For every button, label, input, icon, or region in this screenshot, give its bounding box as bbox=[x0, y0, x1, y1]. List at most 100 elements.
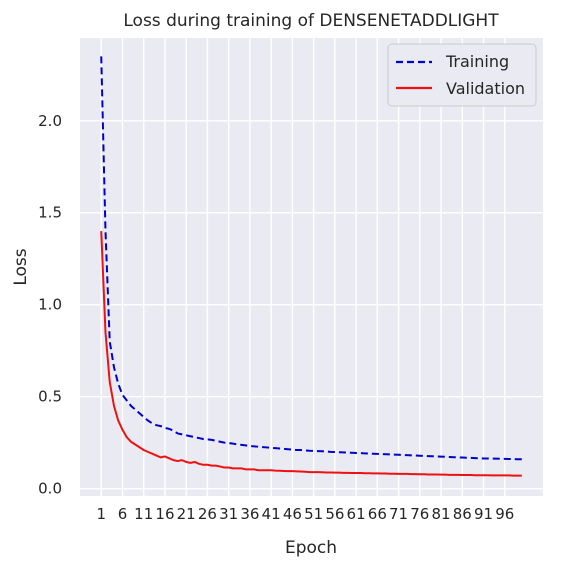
data-point bbox=[457, 456, 459, 458]
data-point bbox=[210, 464, 212, 466]
data-point bbox=[385, 472, 387, 474]
data-point bbox=[465, 474, 467, 476]
data-point bbox=[287, 470, 289, 472]
data-point bbox=[474, 474, 476, 476]
data-point bbox=[109, 381, 111, 383]
data-point bbox=[295, 449, 297, 451]
data-point bbox=[321, 471, 323, 473]
data-point bbox=[470, 474, 472, 476]
data-point bbox=[363, 472, 365, 474]
data-point bbox=[508, 474, 510, 476]
data-point bbox=[308, 450, 310, 452]
plot-background bbox=[80, 38, 543, 496]
data-point bbox=[198, 437, 200, 439]
data-point bbox=[393, 453, 395, 455]
data-point bbox=[181, 459, 183, 461]
data-point bbox=[359, 452, 361, 454]
x-tick-label: 71 bbox=[389, 505, 408, 523]
data-point bbox=[274, 447, 276, 449]
grid-layer bbox=[80, 38, 543, 496]
data-point bbox=[461, 474, 463, 476]
data-point bbox=[134, 408, 136, 410]
data-point bbox=[346, 451, 348, 453]
data-point bbox=[147, 451, 149, 453]
data-point bbox=[117, 419, 119, 421]
data-point bbox=[126, 399, 128, 401]
x-tick-label: 91 bbox=[474, 505, 493, 523]
data-point bbox=[495, 457, 497, 459]
data-point bbox=[206, 438, 208, 440]
data-point bbox=[414, 454, 416, 456]
data-point bbox=[419, 455, 421, 457]
data-point bbox=[508, 458, 510, 460]
data-point bbox=[487, 457, 489, 459]
data-point bbox=[291, 470, 293, 472]
data-point bbox=[249, 468, 251, 470]
data-point bbox=[376, 472, 378, 474]
series-line-validation bbox=[100, 231, 522, 477]
data-point bbox=[436, 455, 438, 457]
data-point bbox=[232, 467, 234, 469]
data-point bbox=[308, 471, 310, 473]
data-point bbox=[440, 455, 442, 457]
data-point bbox=[499, 474, 501, 476]
y-tick-label: 1.0 bbox=[38, 296, 62, 314]
data-point bbox=[448, 456, 450, 458]
data-point bbox=[406, 454, 408, 456]
data-point bbox=[516, 458, 518, 460]
data-point bbox=[380, 453, 382, 455]
data-point bbox=[117, 383, 119, 385]
data-point bbox=[461, 456, 463, 458]
data-point bbox=[202, 438, 204, 440]
data-point bbox=[109, 340, 111, 342]
x-tick-label: 51 bbox=[304, 505, 323, 523]
data-point bbox=[193, 461, 195, 463]
data-point bbox=[359, 472, 361, 474]
data-point bbox=[177, 460, 179, 462]
data-point bbox=[487, 474, 489, 476]
x-tick-label: 86 bbox=[453, 505, 472, 523]
data-point bbox=[338, 451, 340, 453]
data-point bbox=[414, 473, 416, 475]
tick-layer: 1 6 11 16 21 26 31 36 41 46 51 56 61 66 71 76 81 86 91 960.… bbox=[38, 112, 514, 523]
data-point bbox=[410, 473, 412, 475]
data-point bbox=[219, 465, 221, 467]
data-point bbox=[312, 450, 314, 452]
legend-box bbox=[387, 43, 537, 107]
data-point bbox=[410, 454, 412, 456]
data-point bbox=[444, 456, 446, 458]
data-point bbox=[363, 452, 365, 454]
data-point bbox=[236, 467, 238, 469]
data-point bbox=[155, 424, 157, 426]
data-point bbox=[244, 468, 246, 470]
legend: Training Validation bbox=[387, 43, 537, 107]
data-point bbox=[482, 474, 484, 476]
data-point bbox=[134, 443, 136, 445]
data-point bbox=[504, 458, 506, 460]
x-tick-label: 21 bbox=[177, 505, 196, 523]
data-point bbox=[126, 436, 128, 438]
data-point bbox=[215, 440, 217, 442]
data-point bbox=[253, 468, 255, 470]
data-point bbox=[155, 454, 157, 456]
data-point bbox=[376, 453, 378, 455]
x-tick-label: 26 bbox=[198, 505, 217, 523]
data-point bbox=[482, 457, 484, 459]
data-point bbox=[113, 405, 115, 407]
data-point bbox=[147, 419, 149, 421]
legend-training-label: Training bbox=[445, 52, 509, 71]
data-point bbox=[453, 456, 455, 458]
y-tick-label: 2.0 bbox=[38, 112, 62, 130]
data-point bbox=[160, 456, 162, 458]
data-point bbox=[393, 473, 395, 475]
data-point bbox=[261, 469, 263, 471]
y-tick-label: 1.5 bbox=[38, 204, 62, 222]
data-point bbox=[240, 444, 242, 446]
data-point bbox=[223, 466, 225, 468]
data-point bbox=[436, 473, 438, 475]
data-point bbox=[287, 448, 289, 450]
data-point bbox=[240, 467, 242, 469]
data-point bbox=[491, 457, 493, 459]
x-tick-label: 1 bbox=[96, 505, 106, 523]
data-point bbox=[283, 448, 285, 450]
